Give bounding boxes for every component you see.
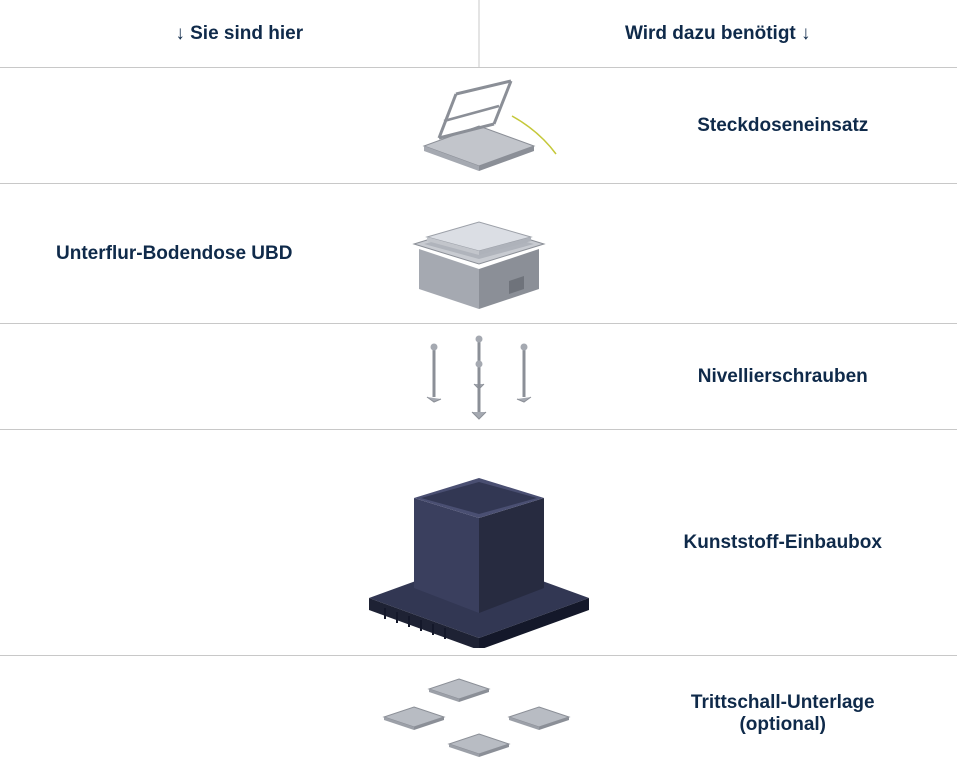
row2-left-text: Unterflur-Bodendose UBD [56,243,292,265]
row4-right: Kunststoff-Einbaubox [609,430,957,655]
row1-right: Steckdoseneinsatz [609,68,957,183]
row1-left [0,68,349,183]
row4-left [0,430,349,655]
row-floorbox: Unterflur-Bodendose UBD [0,184,957,324]
row3-right-text: Nivellierschrauben [698,366,868,388]
row2-image [349,184,609,323]
header-right-text: Wird dazu benötigt ↓ [625,23,811,45]
row5-right-text: Trittschall-Unterlage (optional) [691,692,875,736]
socket-icon [394,76,564,176]
screws-icon [394,329,564,424]
row3-right: Nivellierschrauben [609,324,957,429]
header-left: ↓ Sie sind hier [0,0,479,67]
row2-left: Unterflur-Bodendose UBD [0,184,349,323]
row-screws: Nivellierschrauben [0,324,957,430]
row-socket: Steckdoseneinsatz [0,68,957,184]
header-right: Wird dazu benötigt ↓ [479,0,957,67]
row4-image [349,430,609,655]
row1-image [349,68,609,183]
floorbox-icon [389,189,569,319]
row5-left [0,656,349,772]
row2-right [609,184,957,323]
row-plasticbox: Kunststoff-Einbaubox [0,430,957,656]
row4-right-text: Kunststoff-Einbaubox [684,532,882,554]
row3-left [0,324,349,429]
plasticbox-icon [349,438,609,648]
row-pads: Trittschall-Unterlage (optional) [0,656,957,772]
row3-image [349,324,609,429]
header-left-text: ↓ Sie sind hier [175,23,303,45]
row5-right: Trittschall-Unterlage (optional) [609,656,957,772]
pads-icon [374,659,584,769]
row1-right-text: Steckdoseneinsatz [697,115,868,137]
header-row: ↓ Sie sind hier Wird dazu benötigt ↓ [0,0,957,68]
row5-image [349,656,609,772]
